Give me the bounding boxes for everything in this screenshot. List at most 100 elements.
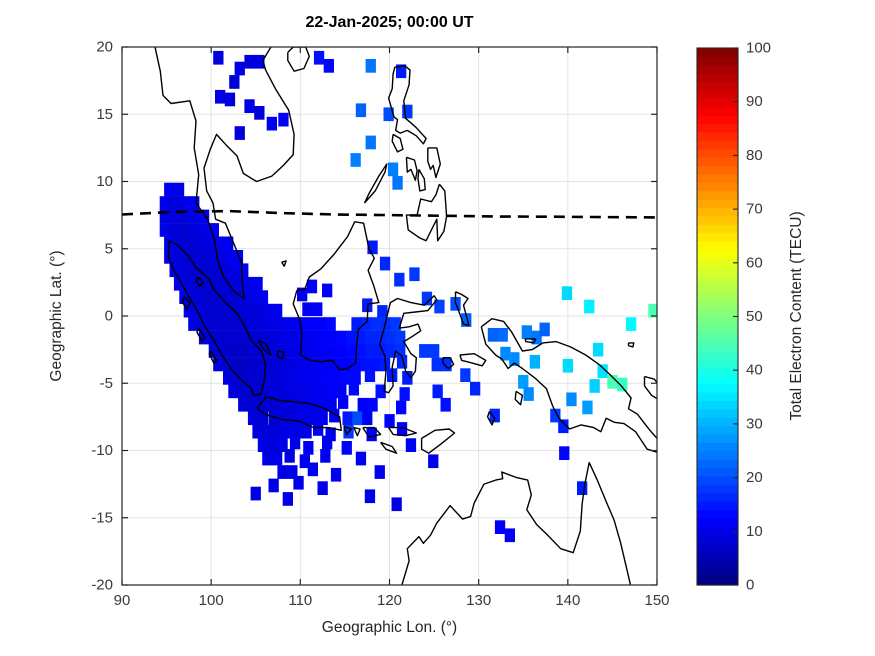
colorbar-swatch [697, 501, 738, 511]
colorbar [696, 47, 739, 586]
tec-cell [193, 236, 204, 251]
tec-cell [291, 357, 302, 372]
tec-cell [257, 438, 269, 452]
tec-cell [189, 209, 200, 224]
colorbar-swatch [697, 73, 738, 83]
tec-cell [523, 387, 534, 401]
coastline-new_guinea [480, 318, 657, 453]
colorbar-swatch [697, 56, 738, 66]
coastline-java [256, 396, 342, 431]
tec-cell [315, 317, 326, 331]
colorbar-swatch [697, 484, 738, 494]
tec-cell [371, 317, 382, 331]
colorbar-tick-label: 10 [746, 523, 763, 540]
coastline-new_britain [643, 375, 657, 400]
tec-cell [316, 344, 327, 358]
tec-cell [173, 250, 185, 264]
tec-cell [268, 478, 279, 493]
coastline-mindanao [405, 183, 448, 242]
tec-cell [277, 465, 288, 479]
tec-cell [267, 384, 278, 399]
tec-cell [169, 196, 180, 210]
y-tick-label: -20 [91, 577, 113, 594]
colorbar-swatch [697, 308, 738, 318]
tec-cell [252, 371, 263, 385]
coastline-nias [181, 296, 191, 310]
tec-cell [391, 497, 402, 512]
tec-cell [208, 290, 219, 304]
tec-cell [326, 397, 337, 412]
tec-cell [189, 290, 200, 304]
tec-cell [396, 354, 408, 369]
tec-cell [215, 89, 226, 104]
tec-cell [238, 263, 249, 278]
tec-cell [399, 387, 410, 401]
tec-cell [366, 427, 377, 442]
colorbar-swatch [697, 459, 738, 469]
coastline-mindoro [391, 133, 404, 153]
tec-cell [244, 99, 255, 113]
tec-cell [238, 397, 249, 412]
y-axis-label: Geographic Lat. (°) [48, 250, 65, 382]
tec-cell [228, 344, 239, 358]
tec-cell [521, 325, 532, 339]
colorbar-swatch [697, 274, 738, 284]
coastline-borneo [292, 221, 380, 371]
tec-cell [355, 451, 367, 466]
tec-cell [518, 375, 529, 389]
colorbar-swatch [697, 199, 738, 209]
tec-cell [188, 317, 199, 331]
coastline-belitung [276, 350, 285, 360]
tec-cell [342, 411, 353, 426]
colorbar-swatch [697, 165, 738, 175]
colorbar-swatch [697, 182, 738, 192]
tec-cell [558, 419, 569, 434]
tec-cell [582, 400, 593, 415]
tec-cell [374, 465, 385, 479]
tec-cell [387, 162, 399, 177]
tec-cell [284, 449, 295, 463]
tec-cell [377, 305, 388, 319]
tec-cell [577, 481, 588, 495]
tec-cell [307, 411, 318, 426]
coastline-flores [388, 426, 417, 437]
tec-cell [291, 424, 302, 439]
tec-cell [384, 414, 395, 428]
tec-cell [218, 330, 229, 345]
tec-cell [529, 354, 540, 369]
tec-cell [213, 276, 224, 291]
colorbar-swatch [697, 433, 738, 443]
colorbar-swatch [697, 324, 738, 334]
tec-cell [539, 322, 550, 337]
y-tick-labels: -20 -15 -10 -5 0 5 10 15 20 [91, 39, 113, 594]
tec-cell [312, 302, 323, 317]
x-tick-label: 150 [644, 592, 669, 609]
tec-cell [395, 330, 406, 345]
tec-cell [531, 330, 542, 345]
tec-cell [232, 357, 244, 372]
tec-cell [218, 344, 229, 358]
tec-cell [228, 263, 239, 278]
coastline-sulawesi [379, 295, 438, 394]
colorbar-swatch [697, 173, 738, 183]
tec-cell [247, 411, 259, 426]
tec-cell [277, 384, 288, 399]
tec-cell [509, 352, 520, 366]
colorbar-swatch [697, 341, 738, 351]
tec-cell [364, 368, 376, 382]
tec-cell [169, 223, 180, 237]
colorbar-swatch [697, 316, 738, 326]
tec-cell [336, 384, 347, 399]
coastline-indochina_malay_peninsula [154, 47, 295, 300]
coastline-siberut [196, 327, 206, 343]
colorbar-swatch [697, 392, 738, 402]
colorbar-tick-label: 20 [746, 469, 763, 486]
tec-cell [198, 223, 210, 237]
colorbar-swatch [697, 543, 738, 553]
tec-cell [207, 317, 219, 331]
coastline-sumatra [167, 240, 267, 397]
tec-cell [396, 64, 407, 79]
tec-cell [326, 344, 337, 358]
tec-cell [301, 424, 312, 439]
colorbar-swatch [697, 559, 738, 569]
